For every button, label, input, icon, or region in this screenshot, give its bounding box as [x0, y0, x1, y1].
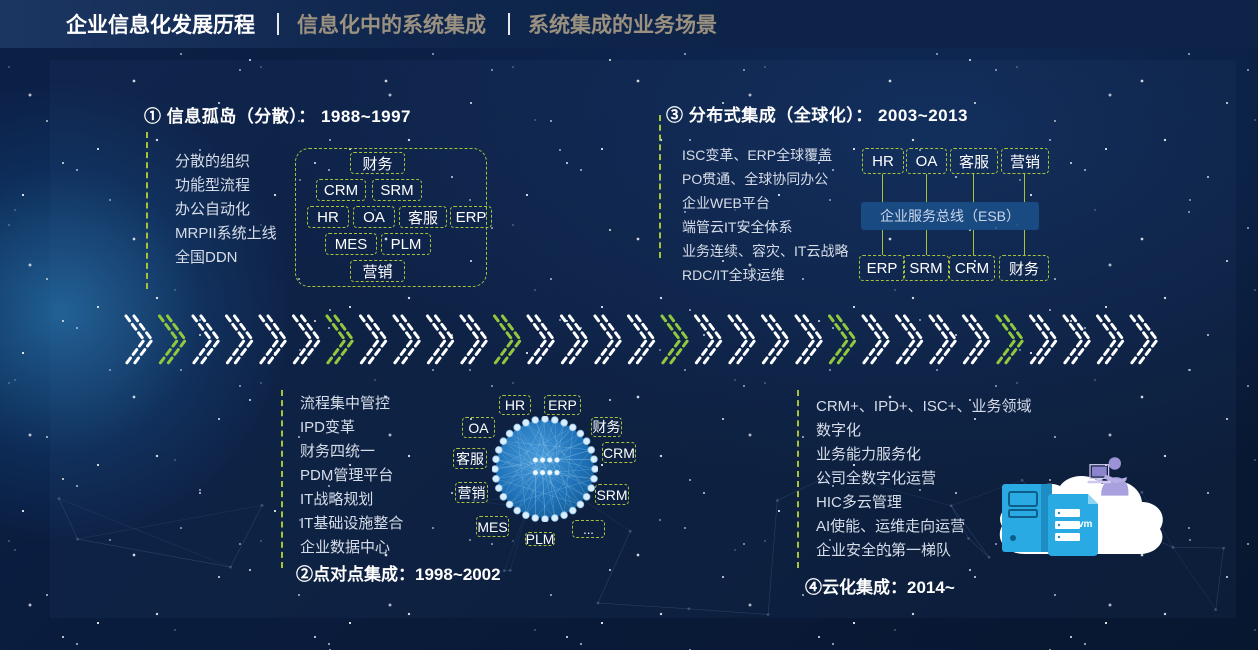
svg-text:vm: vm — [1078, 519, 1093, 530]
